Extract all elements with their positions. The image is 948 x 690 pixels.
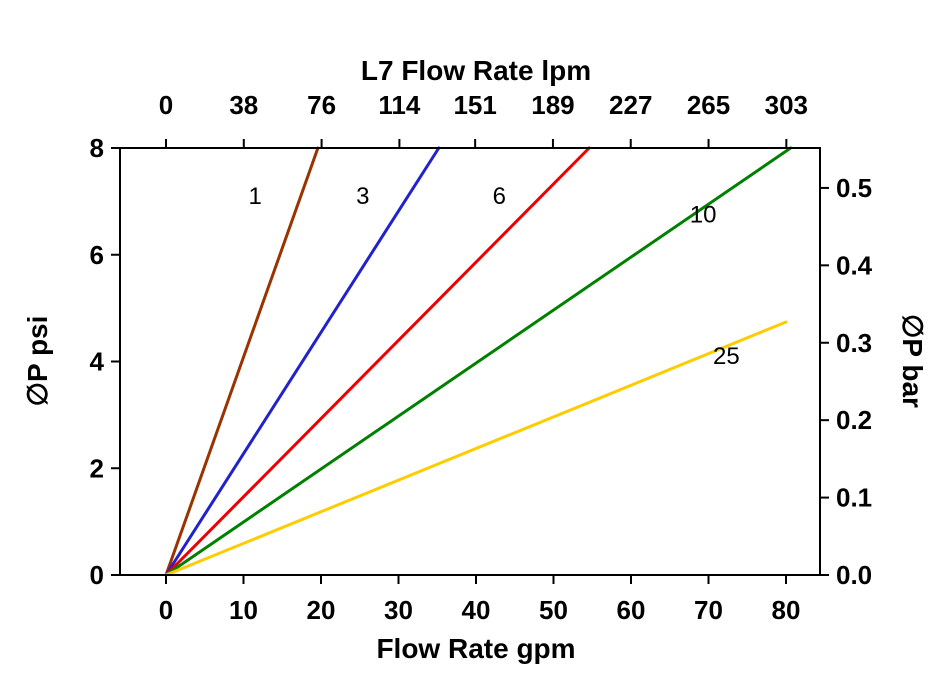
x-bottom-tick-label: 40	[462, 595, 491, 625]
x-top-tick-label: 114	[378, 90, 420, 120]
series-label-10: 10	[690, 202, 717, 229]
series-label-3: 3	[356, 183, 369, 210]
y-left-tick-label: 8	[90, 133, 104, 163]
x-bottom-tick-label: 0	[159, 595, 173, 625]
y-right-tick-label: 0.3	[836, 328, 872, 358]
x-top-tick-label: 151	[453, 90, 496, 120]
x-top-tick-label: 265	[687, 90, 730, 120]
y-right-tick-label: 0.1	[836, 483, 872, 513]
series-label-25: 25	[713, 343, 740, 370]
y-left-tick-label: 0	[90, 560, 104, 590]
x-bottom-tick-label: 50	[539, 595, 568, 625]
series-label-1: 1	[248, 183, 261, 210]
x-top-tick-label: 227	[609, 90, 652, 120]
left-axis-title: ∅P psi	[22, 316, 53, 407]
x-top-tick-label: 189	[531, 90, 574, 120]
y-right-tick-label: 0.4	[836, 250, 873, 280]
right-axis-title: ∅P bar	[897, 314, 928, 408]
series-line-10	[164, 146, 793, 577]
x-top-tick-label: 76	[307, 90, 336, 120]
y-left-tick-label: 2	[90, 453, 104, 483]
series-line-1	[164, 146, 320, 577]
series-line-3	[164, 146, 441, 577]
x-top-tick-label: 38	[229, 90, 258, 120]
x-top-tick-label: 303	[765, 90, 808, 120]
series-line-25	[164, 320, 788, 577]
x-bottom-tick-label: 70	[694, 595, 723, 625]
x-bottom-tick-label: 30	[384, 595, 413, 625]
y-right-tick-label: 0.5	[836, 173, 872, 203]
x-bottom-tick-label: 10	[229, 595, 258, 625]
y-right-tick-label: 0.0	[836, 560, 872, 590]
series-label-6: 6	[493, 183, 506, 210]
series-line-6	[164, 146, 591, 577]
x-bottom-tick-label: 20	[307, 595, 336, 625]
x-bottom-tick-label: 60	[617, 595, 646, 625]
y-right-tick-label: 0.2	[836, 405, 872, 435]
y-left-tick-label: 6	[90, 240, 104, 270]
y-left-tick-label: 4	[90, 347, 105, 377]
top-axis-title: L7 Flow Rate lpm	[361, 55, 591, 86]
bottom-axis-title: Flow Rate gpm	[376, 633, 575, 664]
x-bottom-tick-label: 80	[772, 595, 801, 625]
x-top-tick-label: 0	[159, 90, 173, 120]
